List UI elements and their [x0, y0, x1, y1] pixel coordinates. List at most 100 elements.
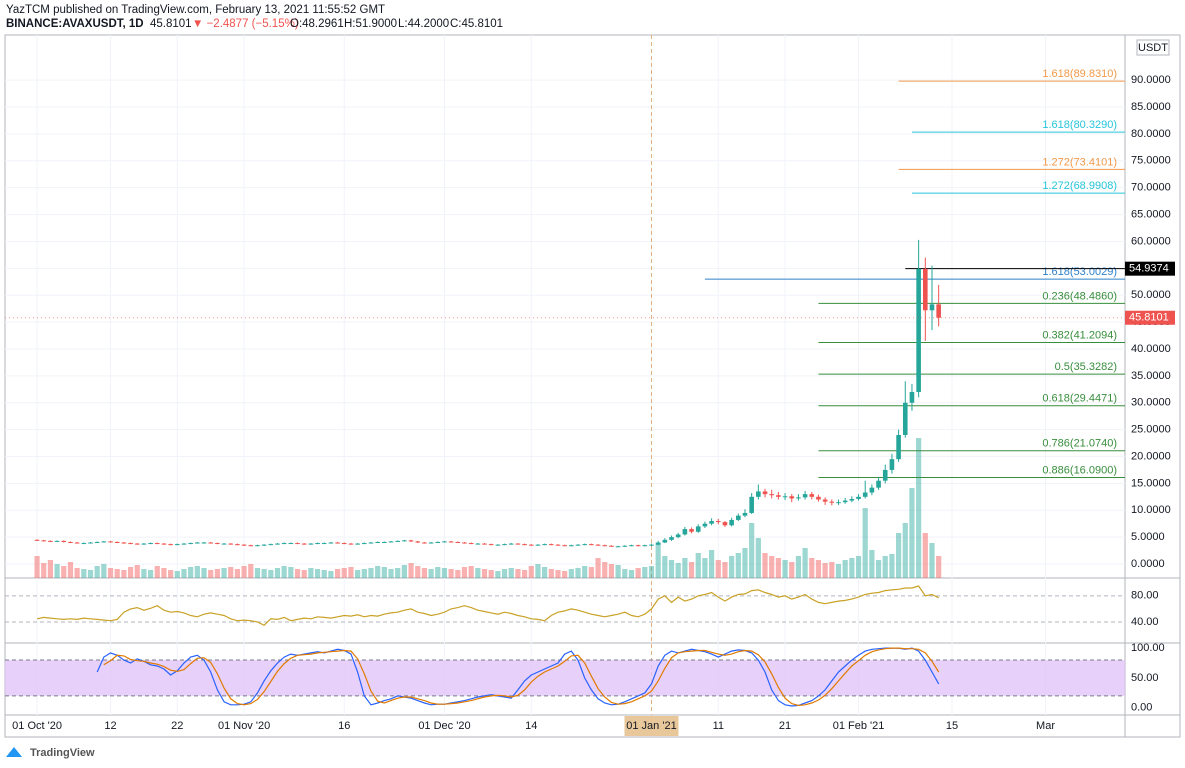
- volume-bar: [622, 569, 628, 578]
- stoch-tick-label: 100.00: [1131, 642, 1165, 654]
- marker-label: 54.9374: [1129, 263, 1169, 275]
- candle-body: [762, 491, 768, 495]
- volume-bar: [922, 533, 928, 578]
- candle-body: [221, 543, 227, 545]
- volume-bar: [321, 570, 327, 578]
- price: 45.8101: [150, 18, 192, 30]
- candle-body: [756, 491, 761, 497]
- volume-bar: [882, 556, 888, 578]
- candle-body: [101, 541, 107, 543]
- volume-bar: [635, 568, 641, 578]
- volume-bar: [348, 567, 354, 578]
- candle-body: [468, 543, 474, 545]
- candle-body: [168, 544, 173, 546]
- x-tick-label: 16: [338, 720, 350, 732]
- volume-bar: [67, 562, 74, 578]
- stoch-band: [5, 660, 1125, 696]
- low: L:44.2000: [398, 18, 449, 30]
- candle-body: [208, 542, 214, 544]
- y-tick-label: 35.0000: [1131, 370, 1171, 382]
- volume-bar: [662, 556, 668, 578]
- candle-body: [695, 526, 701, 532]
- candle-body: [375, 541, 380, 543]
- y-tick-label: 30.0000: [1131, 397, 1171, 409]
- candle-body: [215, 543, 220, 545]
- volume-bar: [802, 548, 808, 578]
- volume-bar: [775, 558, 781, 578]
- volume-bar: [682, 558, 688, 578]
- candle-body: [388, 541, 394, 543]
- candle-body: [635, 545, 641, 547]
- candle-body: [869, 487, 875, 493]
- candle-body: [802, 494, 808, 498]
- candle-body: [856, 496, 861, 499]
- volume-bar: [461, 567, 468, 578]
- volume-bar: [909, 488, 915, 578]
- candle-body: [722, 522, 728, 526]
- volume-bar: [889, 554, 895, 578]
- stoch-tick-label: 0.00: [1131, 702, 1152, 714]
- candle-body: [114, 541, 120, 543]
- candle-body: [882, 469, 888, 481]
- candle-body: [128, 543, 133, 545]
- candle-body: [475, 543, 481, 545]
- volume-bar: [381, 567, 387, 578]
- volume-bar: [174, 571, 180, 578]
- candle-body: [528, 544, 534, 546]
- candle-body: [555, 544, 561, 546]
- candle-body: [41, 540, 47, 542]
- candle-body: [462, 542, 467, 544]
- volume-bar: [334, 569, 341, 578]
- close: C:45.8101: [450, 18, 503, 30]
- volume-bar: [328, 571, 334, 578]
- rsi-tick-label: 80.00: [1131, 590, 1159, 602]
- volume-bar: [361, 569, 367, 578]
- volume-bar: [248, 564, 254, 578]
- volume-bar: [715, 560, 721, 578]
- volume-bar: [648, 566, 655, 578]
- candle-body: [669, 537, 674, 540]
- volume-bar: [688, 562, 695, 578]
- fib-label: 0.786(21.0740): [1042, 438, 1117, 450]
- volume-bar: [729, 556, 735, 578]
- open: O:48.2961: [290, 18, 344, 30]
- volume-bar: [809, 558, 815, 578]
- candle-body: [428, 542, 434, 544]
- volume-bar: [107, 568, 114, 578]
- candle-body: [736, 515, 741, 520]
- candle-body: [916, 268, 921, 392]
- volume-bar: [368, 568, 374, 578]
- volume-bar: [542, 567, 548, 578]
- logo: [6, 747, 22, 757]
- volume-bar: [762, 553, 768, 578]
- candle-body: [816, 496, 821, 500]
- volume-bar: [201, 568, 207, 578]
- volume-bar: [81, 569, 87, 578]
- candle-body: [382, 541, 387, 543]
- volume-bar: [488, 570, 494, 578]
- y-tick-label: 40.0000: [1131, 343, 1171, 355]
- volume-bar: [929, 543, 935, 578]
- volume-bar: [168, 570, 174, 578]
- volume-bar: [742, 548, 748, 578]
- volume-bar: [815, 560, 822, 578]
- y-tick-label: 25.0000: [1131, 424, 1171, 436]
- candle-body: [849, 498, 855, 501]
- candle-body: [328, 542, 334, 544]
- volume-bar: [769, 556, 775, 578]
- marker-box: [1125, 261, 1175, 276]
- volume-bar: [602, 562, 608, 578]
- candle-body: [255, 545, 260, 547]
- volume-bar: [508, 568, 514, 578]
- volume-bar: [708, 550, 715, 578]
- y-tick-label: 90.0000: [1131, 74, 1171, 86]
- volume-bar: [535, 564, 541, 578]
- volume-bar: [895, 533, 902, 578]
- volume-bar: [74, 568, 80, 578]
- volume-bar: [862, 508, 868, 578]
- candle-body: [776, 495, 781, 497]
- volume-bar: [101, 564, 107, 578]
- candle-body: [54, 540, 60, 542]
- volume-bar: [822, 563, 828, 578]
- volume-bar: [435, 567, 441, 578]
